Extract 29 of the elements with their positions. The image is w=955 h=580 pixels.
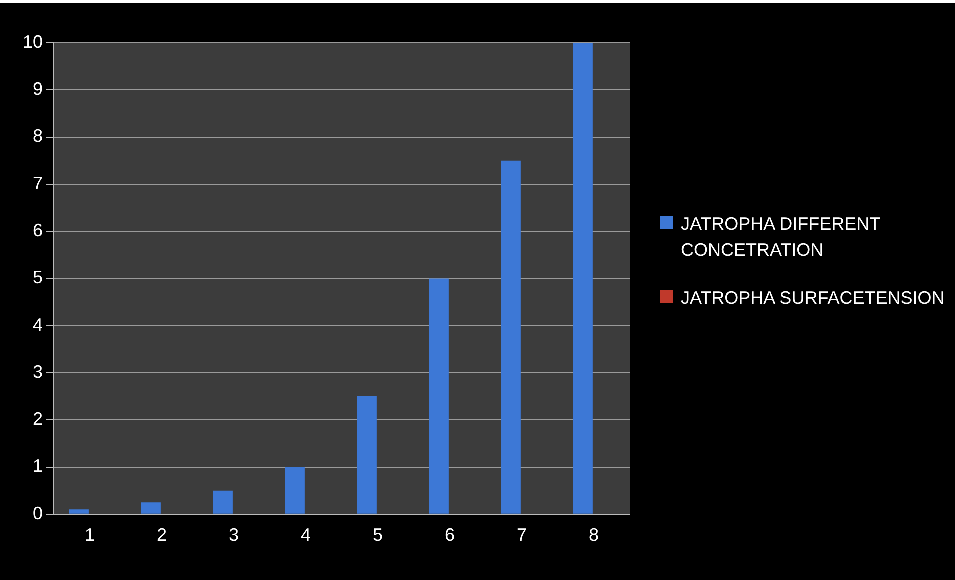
y-tick-label: 10 xyxy=(22,32,44,52)
y-tick-label: 2 xyxy=(33,409,44,430)
bar xyxy=(285,467,305,514)
y-tick-label: 7 xyxy=(33,173,44,194)
x-tick-label: 5 xyxy=(373,525,384,546)
y-tick-label: 0 xyxy=(33,503,44,524)
y-tick-label: 4 xyxy=(33,314,44,335)
y-tick-label: 6 xyxy=(33,220,44,241)
x-tick-label: 7 xyxy=(516,525,528,546)
y-tick-label: 9 xyxy=(33,79,44,100)
bar xyxy=(573,43,593,514)
x-tick-label: 3 xyxy=(229,525,240,546)
y-tick-label: 3 xyxy=(33,362,44,382)
bar xyxy=(142,502,161,514)
bar xyxy=(501,160,521,514)
y-tick-label: 5 xyxy=(33,268,44,288)
legend-label: JATROPHA SURFACETENSION xyxy=(681,286,945,310)
x-tick-label: 1 xyxy=(85,525,96,546)
y-tick-label: 1 xyxy=(33,456,44,476)
bar xyxy=(357,396,377,514)
legend-label: JATROPHA DIFFERENT CONCETRATION xyxy=(681,212,882,262)
x-tick-label: 6 xyxy=(445,525,456,546)
bar xyxy=(429,278,449,514)
bar xyxy=(213,490,233,514)
x-tick-label: 2 xyxy=(157,525,168,546)
x-tick-label: 8 xyxy=(588,525,600,546)
y-tick-label: 8 xyxy=(33,126,44,146)
bar xyxy=(70,510,89,514)
x-tick-label: 4 xyxy=(301,525,312,546)
